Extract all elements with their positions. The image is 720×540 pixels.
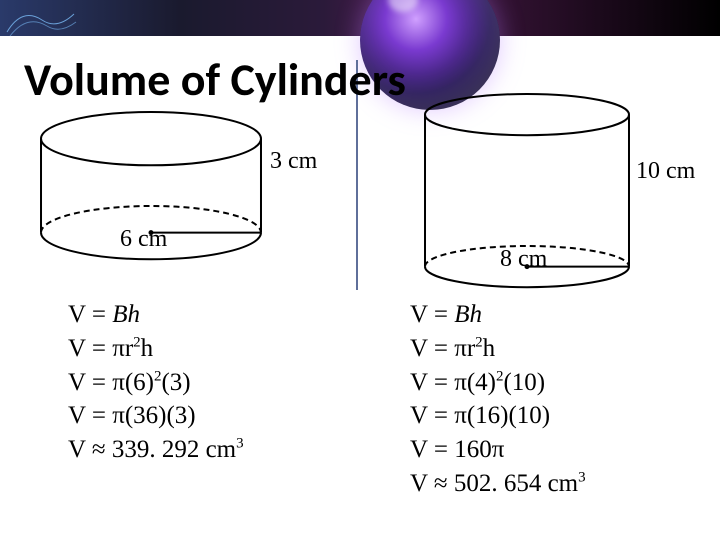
formula-line: V ≈ 339. 292 cm3	[68, 433, 244, 467]
formula-line: V = Bh	[68, 298, 244, 332]
formula-right: V = BhV = πr2hV = π(4)2(10)V = π(16)(10)…	[410, 298, 586, 501]
formula-line: V = 160π	[410, 433, 586, 467]
cylinder-left-height-label: 3 cm	[270, 148, 317, 175]
swirl-decoration	[2, 2, 82, 42]
formula-line: V ≈ 502. 654 cm3	[410, 467, 586, 501]
formula-line: V = Bh	[410, 298, 586, 332]
formula-line: V = π(36)(3)	[68, 399, 244, 433]
formula-left: V = BhV = πr2hV = π(6)2(3)V = π(36)(3)V …	[68, 298, 244, 467]
cylinder-left	[40, 108, 262, 268]
formula-line: V = π(4)2(10)	[410, 366, 586, 400]
formula-line: V = π(6)2(3)	[68, 366, 244, 400]
cylinder-right	[424, 90, 630, 296]
formula-line: V = π(16)(10)	[410, 399, 586, 433]
formula-line: V = πr2h	[68, 332, 244, 366]
cylinder-right-height-label: 10 cm	[636, 158, 695, 185]
formula-line: V = πr2h	[410, 332, 586, 366]
page-title: Volume of Cylinders	[24, 52, 406, 108]
